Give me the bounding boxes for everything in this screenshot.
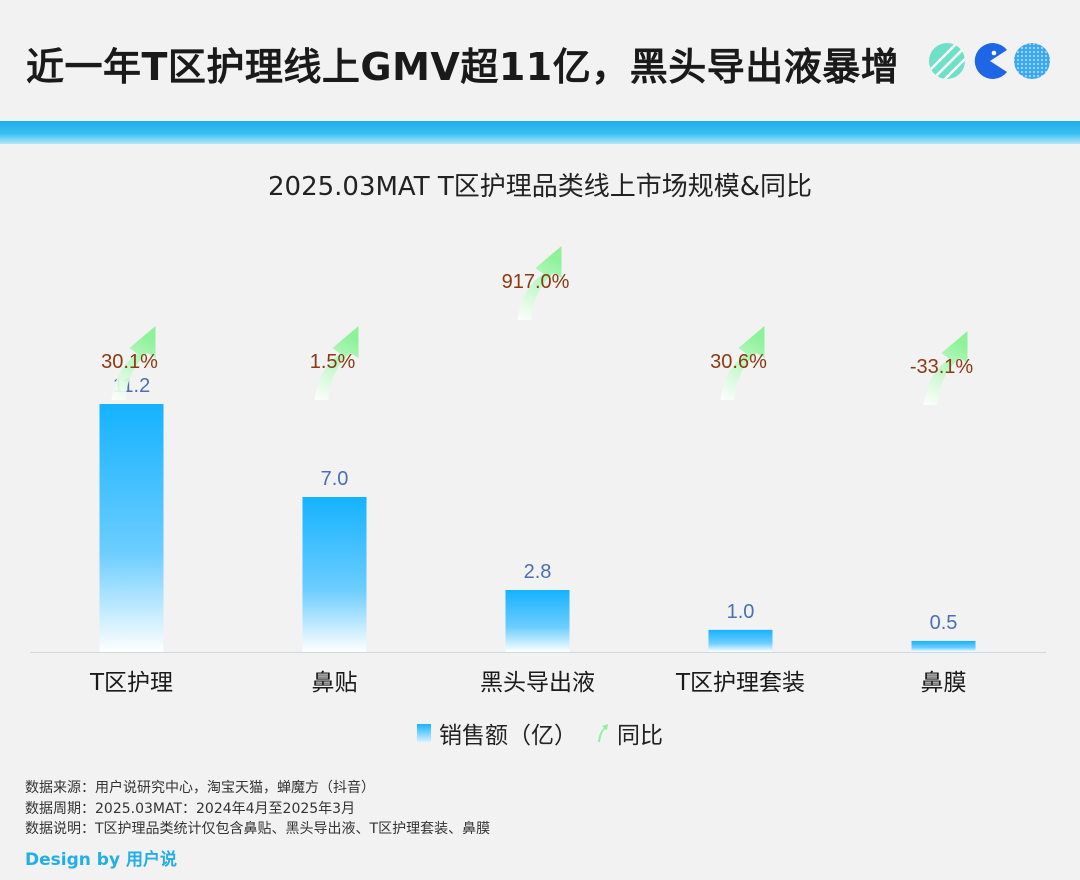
bar-0	[99, 404, 164, 652]
bar-4	[911, 640, 976, 652]
x-tick-label-3: T区护理套装	[675, 670, 805, 696]
page-headline: 近一年T区护理线上GMV超11亿，黑头导出液暴增	[26, 45, 900, 89]
logo-circle-mint	[929, 43, 965, 79]
x-tick-label-4: 鼻膜	[921, 670, 967, 696]
bar-value-label-2: 2.8	[524, 561, 552, 583]
legend-bar-swatch	[417, 724, 431, 742]
growth-arrow-1	[314, 326, 359, 400]
legend-bar-label: 销售额（亿）	[439, 723, 577, 749]
legend-line-label: 同比	[617, 723, 663, 749]
x-tick-label-2: 黑头导出液	[480, 670, 595, 696]
brand-logo	[929, 43, 1050, 79]
bar-value-label-4: 0.5	[930, 612, 958, 634]
x-tick-label-0: T区护理	[89, 670, 173, 696]
data-notes: 数据来源：用户说研究中心，淘宝天猫，蝉魔方（抖音） 数据周期：2025.03MA…	[25, 778, 490, 840]
bar-value-label-1: 7.0	[321, 468, 349, 490]
bar-chart: 11.2T区护理30.1%7.0鼻贴1.5%2.8黑头导出液917.0%1.0T…	[30, 246, 1046, 696]
growth-arrow-0	[111, 326, 156, 400]
chart-title: 2025.03MAT T区护理品类线上市场规模&同比	[267, 172, 813, 202]
growth-label-1: 1.5%	[310, 351, 356, 373]
design-credit: Design by 用户说	[25, 850, 177, 870]
growth-arrow-4	[923, 331, 968, 405]
x-tick-label-1: 鼻贴	[312, 670, 358, 696]
chart-legend: 销售额（亿） 同比	[0, 716, 1080, 750]
bar-3	[708, 629, 773, 652]
bar-value-label-3: 1.0	[727, 601, 755, 623]
growth-arrow-2	[517, 246, 562, 320]
note-source: 数据来源：用户说研究中心，淘宝天猫，蝉魔方（抖音）	[25, 780, 375, 796]
growth-label-2: 917.0%	[502, 271, 570, 293]
note-description: 数据说明：T区护理品类统计仅包含鼻贴、黑头导出液、T区护理套装、鼻膜	[25, 821, 491, 837]
note-period: 数据周期：2025.03MAT：2024年4月至2025年3月	[25, 800, 356, 817]
bar-1	[302, 497, 367, 652]
growth-label-0: 30.1%	[101, 351, 158, 373]
header-band	[0, 121, 1080, 144]
logo-pacman	[974, 43, 1007, 79]
growth-label-3: 30.6%	[710, 351, 767, 373]
bar-2	[505, 590, 570, 652]
growth-arrow-3	[720, 326, 765, 400]
legend-arrow-icon	[598, 724, 608, 742]
growth-label-4: -33.1%	[910, 356, 974, 378]
